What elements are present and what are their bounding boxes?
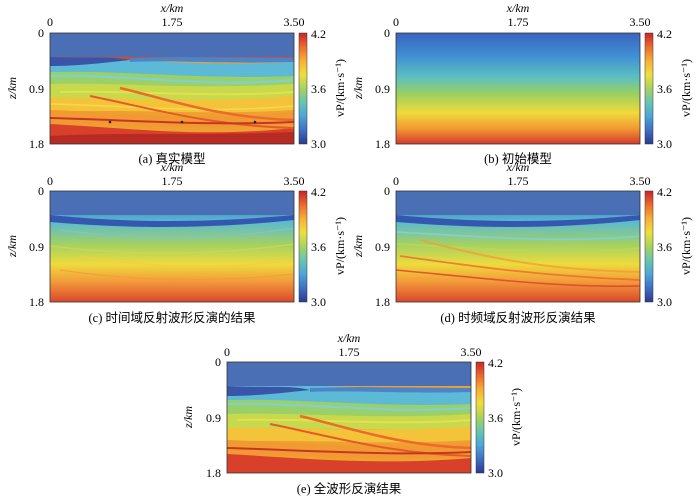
- panel-a-x-tick: 3.50: [284, 15, 305, 29]
- panel-d-x-tick: 1.75: [508, 174, 529, 188]
- panel-d: x/km 0 1.75 3.50 0 0.9 1.8 z/km 4.2 3.6 …: [351, 160, 693, 325]
- panel-e-x-tick: 1.75: [339, 345, 360, 359]
- panel-d-x-label: x/km: [506, 160, 530, 174]
- panel-e-z-tick: 0.9: [206, 411, 221, 425]
- panel-a-z-tick: 1.8: [29, 137, 44, 151]
- panel-c-x-tick: 0: [47, 174, 53, 188]
- panel-c-z-tick: 0.9: [29, 240, 44, 254]
- panel-e-x-tick: 3.50: [461, 345, 482, 359]
- panel-d-z-tick: 0.9: [375, 240, 390, 254]
- panel-c-colorbar: [298, 190, 308, 303]
- panel-d-x-tick: 0: [393, 174, 399, 188]
- panel-c-cbar-tick: 3.0: [311, 295, 326, 309]
- panel-e-x-tick: 0: [224, 345, 230, 359]
- panel-c-cbar-tick: 3.6: [311, 240, 326, 254]
- panel-d-z-tick: 0: [384, 184, 390, 198]
- panel-e-cbar-tick: 3.6: [488, 411, 503, 425]
- panel-d-z-tick: 1.8: [375, 295, 390, 309]
- panel-c-x-tick: 3.50: [284, 174, 305, 188]
- panel-d-image: [396, 191, 640, 302]
- panel-c-z-label: z/km: [5, 235, 19, 258]
- panel-b-z-tick: 1.8: [375, 137, 390, 151]
- panel-c-z-tick: 1.8: [29, 295, 44, 309]
- panel-c-x-label: x/km: [160, 160, 184, 174]
- panel-d-cbar-tick: 3.6: [657, 240, 672, 254]
- panel-c: x/km 0 1.75 3.50 0 0.9 1.8 z/km 4.2 3.6 …: [5, 160, 347, 325]
- panel-b-cbar-tick: 4.2: [657, 27, 672, 41]
- panel-a-cbar-label: vP/(km·s⁻¹): [333, 59, 347, 117]
- panel-e: x/km 0 1.75 3.50 0 0.9 1.8 z/km 4.2 3.6 …: [181, 331, 523, 496]
- panel-b-z-tick: 0.9: [375, 82, 390, 96]
- panel-e-z-tick: 0: [215, 355, 221, 369]
- panel-c-caption: (c) 时间域反射波形反演的结果: [89, 310, 256, 325]
- panel-b-image: [396, 33, 640, 144]
- panel-a-cbar-tick: 4.2: [311, 27, 326, 41]
- panel-a-colorbar: [298, 32, 308, 145]
- panel-b-caption: (b) 初始模型: [484, 152, 552, 166]
- panel-d-cbar-tick: 3.0: [657, 295, 672, 309]
- panel-e-x-label: x/km: [337, 331, 361, 345]
- panel-b-z-label: z/km: [351, 77, 365, 100]
- panel-d-x-tick: 3.50: [630, 174, 651, 188]
- panel-e-cbar-label: vP/(km·s⁻¹): [509, 388, 523, 446]
- panel-d-cbar-label: vP/(km·s⁻¹): [679, 217, 693, 275]
- panel-a-x-tick: 1.75: [162, 15, 183, 29]
- panel-d-z-label: z/km: [351, 235, 365, 258]
- panel-a-x-tick: 0: [47, 15, 53, 29]
- panel-b-x-tick: 1.75: [508, 15, 529, 29]
- panel-e-image: [227, 362, 471, 473]
- panel-b-x-label: x/km: [506, 1, 530, 15]
- panel-c-z-tick: 0: [38, 184, 44, 198]
- panel-b-x-tick: 3.50: [630, 15, 651, 29]
- panel-c-image: [50, 191, 294, 302]
- panel-d-caption: (d) 时频域反射波形反演结果: [440, 310, 596, 325]
- panel-b: x/km 0 1.75 3.50 0 0.9 1.8 z/km 4.2 3.6 …: [351, 1, 693, 166]
- panel-c-x-tick: 1.75: [162, 174, 183, 188]
- panel-a-caption: (a) 真实模型: [139, 151, 206, 166]
- panel-a-cbar-tick: 3.6: [311, 82, 326, 96]
- panel-e-caption: (e) 全波形反演结果: [297, 481, 402, 496]
- panel-a-cbar-tick: 3.0: [311, 137, 326, 151]
- panel-b-x-tick: 0: [393, 15, 399, 29]
- panel-e-z-tick: 1.8: [206, 466, 221, 480]
- panel-b-cbar-tick: 3.6: [657, 82, 672, 96]
- panel-c-cbar-label: vP/(km·s⁻¹): [333, 217, 347, 275]
- panel-e-cbar-tick: 3.0: [488, 466, 503, 480]
- panel-a-x-label: x/km: [160, 1, 184, 15]
- panel-a: x/km 0 1.75 3.50 0 0.9 1.8 z/km 4.2 3.6 …: [5, 1, 347, 166]
- panel-a-image: [50, 33, 294, 144]
- panel-a-z-tick: 0.9: [29, 82, 44, 96]
- panel-d-cbar-tick: 4.2: [657, 185, 672, 199]
- panel-a-z-tick: 0: [38, 26, 44, 40]
- panel-b-cbar-label: vP/(km·s⁻¹): [679, 59, 693, 117]
- panel-e-cbar-tick: 4.2: [488, 356, 503, 370]
- panel-b-z-tick: 0: [384, 26, 390, 40]
- panel-e-z-label: z/km: [181, 406, 195, 429]
- panel-b-colorbar: [644, 32, 654, 145]
- panel-b-cbar-tick: 3.0: [657, 137, 672, 151]
- panel-c-cbar-tick: 4.2: [311, 185, 326, 199]
- panel-d-colorbar: [644, 190, 654, 303]
- panel-a-z-label: z/km: [5, 77, 19, 100]
- panel-e-colorbar: [475, 361, 485, 474]
